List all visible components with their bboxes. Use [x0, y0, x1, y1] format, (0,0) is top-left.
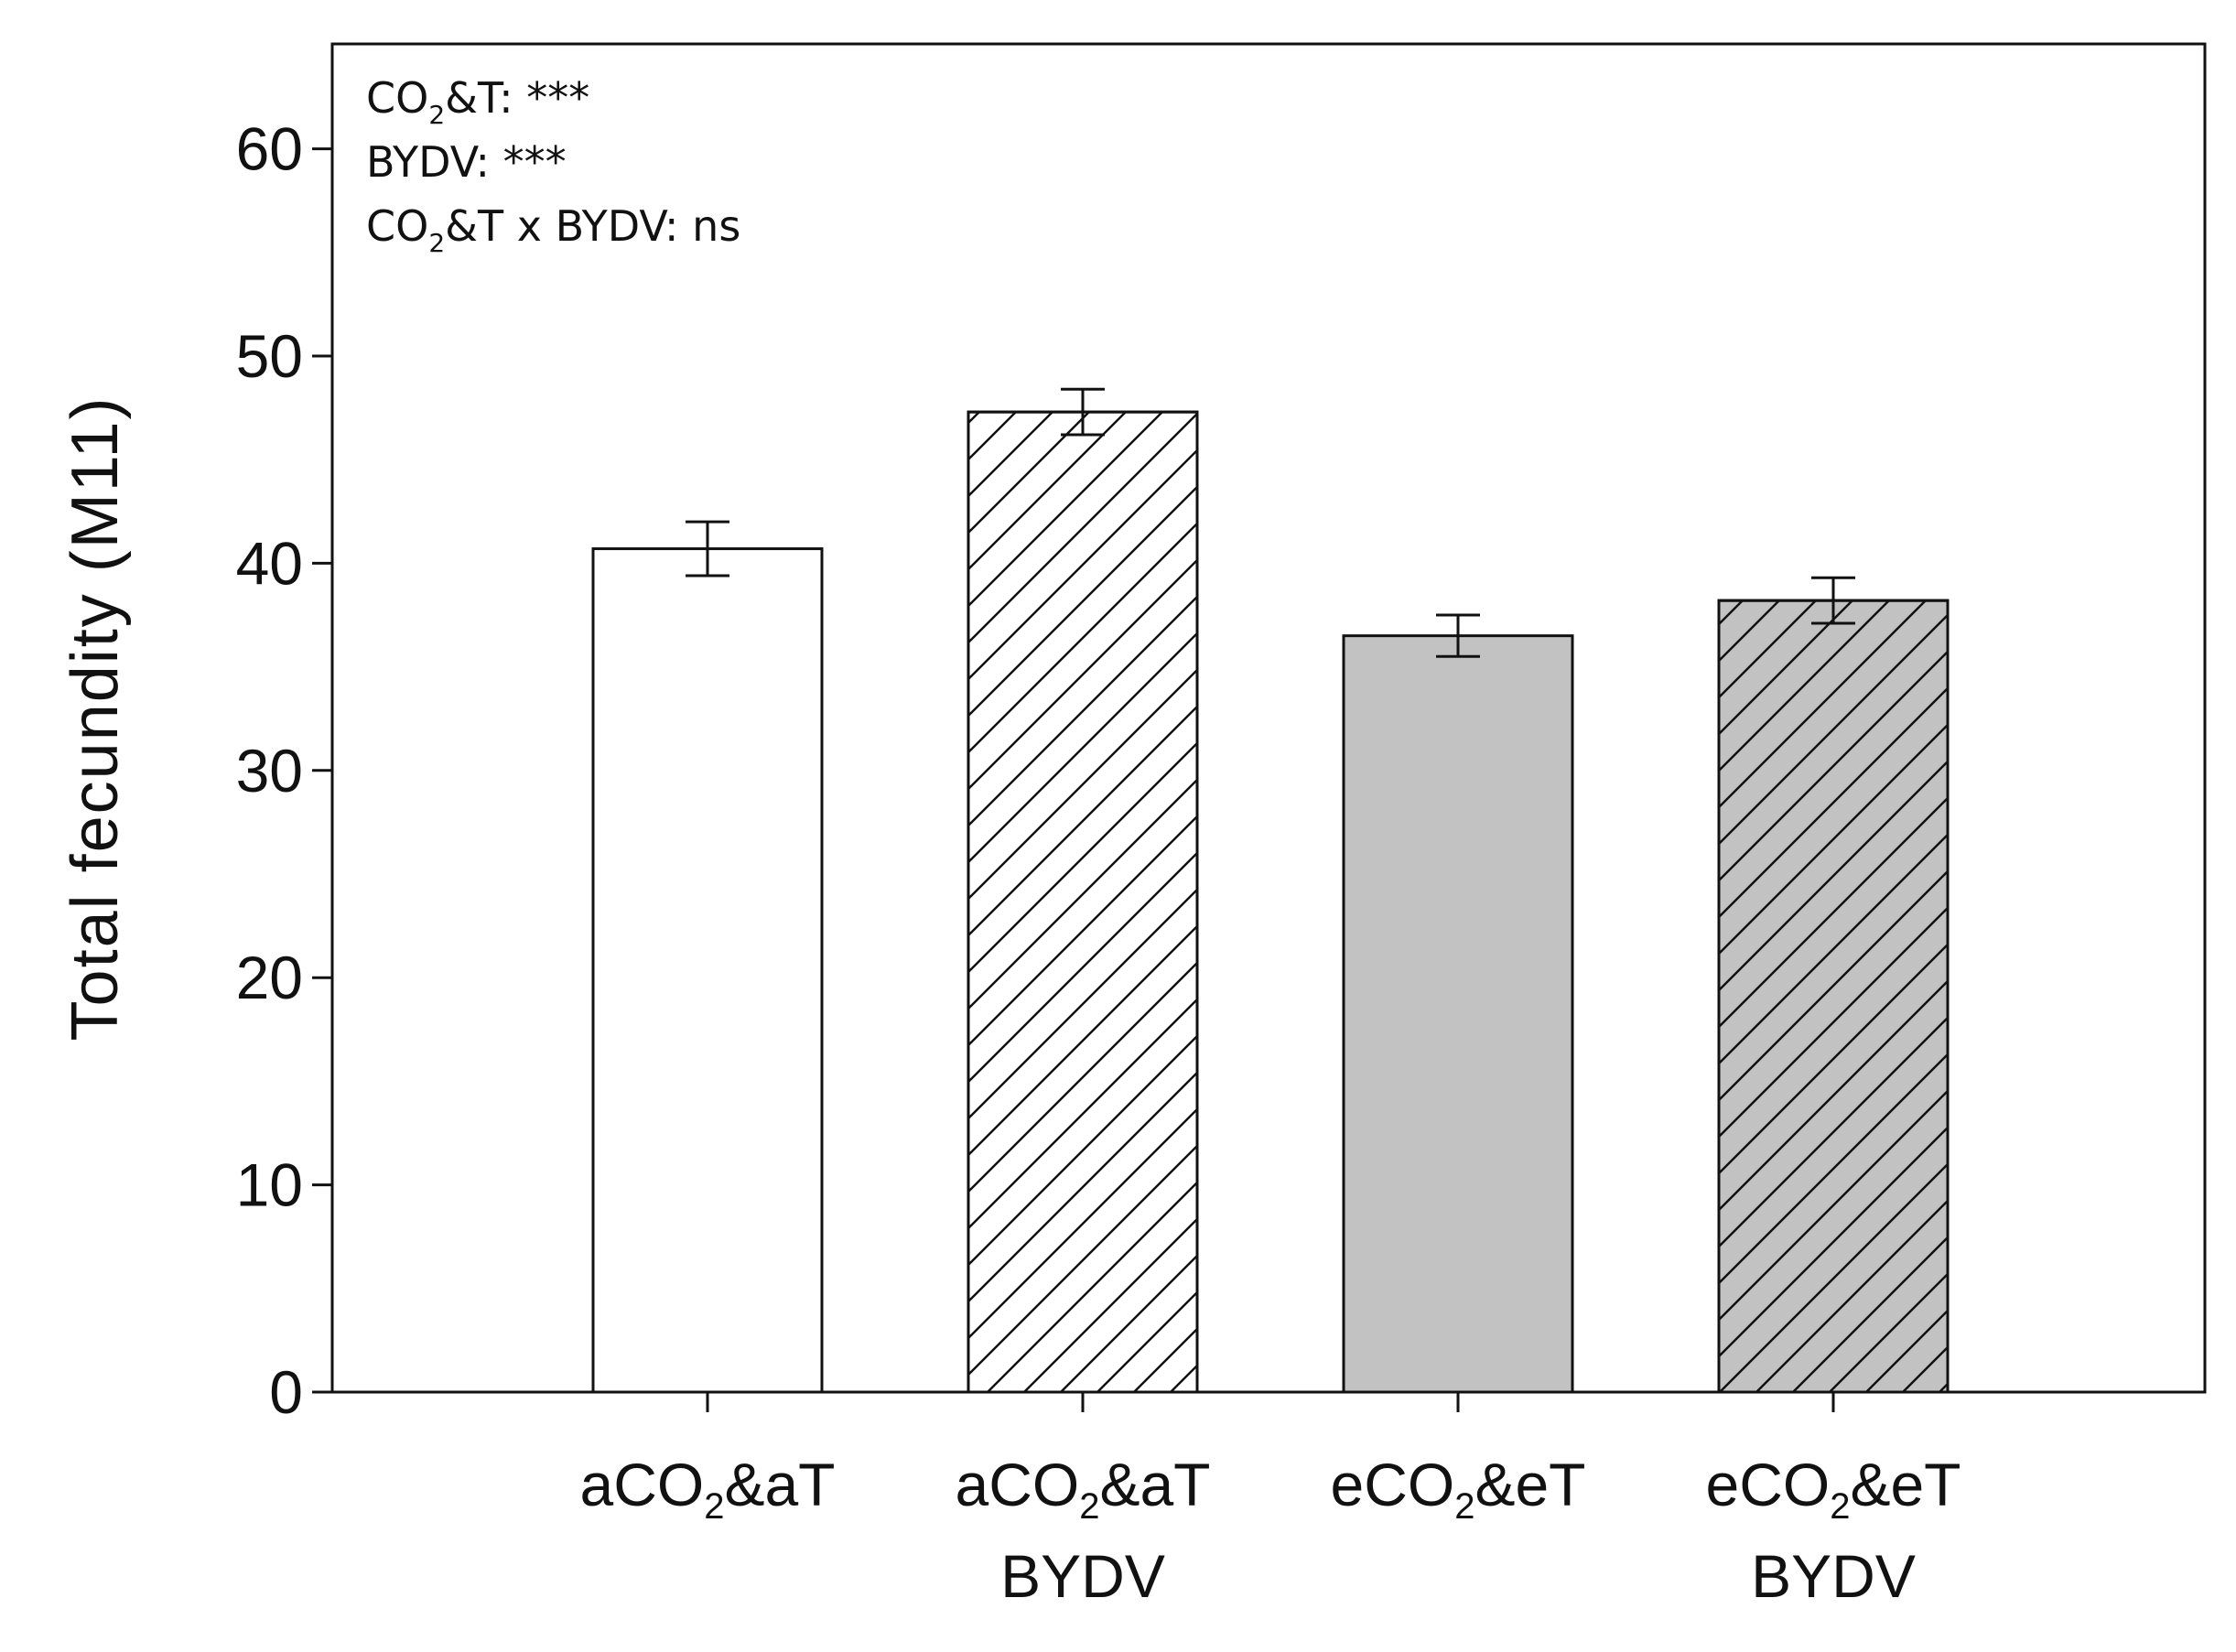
x-tick-label-line2: BYDV: [1751, 1542, 1916, 1610]
y-tick-label: 20: [236, 944, 303, 1011]
annotation-co2t: CO2&T: ***: [366, 73, 589, 130]
annotation-bydv: BYDV: ***: [366, 137, 567, 187]
y-tick-label: 0: [269, 1358, 303, 1426]
bar: [1342, 634, 1574, 1394]
x-tick-label: aCO2&aT: [955, 1451, 1210, 1527]
x-tick-label-subscript: 2: [1079, 1486, 1099, 1527]
plot-frame: [330, 42, 2207, 1394]
bar-hatch: [1717, 599, 1950, 1394]
x-tick-label-part: aCO: [579, 1451, 704, 1518]
y-tick-label: 10: [236, 1151, 303, 1219]
x-tick-label-part: &eT: [1850, 1451, 1961, 1518]
x-tick-label-part: &aT: [724, 1451, 835, 1518]
y-tick-label: 50: [236, 322, 303, 390]
x-tick-label-line2: BYDV: [1000, 1542, 1165, 1610]
x-tick-label-subscript: 2: [1830, 1486, 1850, 1527]
x-tick-label: eCO2&eT: [1330, 1451, 1585, 1527]
x-tick-label-subscript: 2: [704, 1486, 724, 1527]
x-tick-label-part: eCO: [1330, 1451, 1454, 1518]
x-tick-label-part: &aT: [1099, 1451, 1210, 1518]
y-tick-label: 40: [236, 529, 303, 597]
x-tick-label: aCO2&aT: [579, 1451, 835, 1527]
x-tick-label-part: eCO: [1705, 1451, 1830, 1518]
stats-annotations: CO2&T: *** BYDV: *** CO2&T x BYDV: ns: [366, 73, 740, 258]
annotation-interaction: CO2&T x BYDV: ns: [366, 201, 740, 258]
x-tick-label-subscript: 2: [1454, 1486, 1474, 1527]
bar: [591, 547, 824, 1394]
y-tick-label: 30: [236, 737, 303, 804]
bar-hatch: [967, 410, 1199, 1394]
x-tick-label-part: &eT: [1474, 1451, 1585, 1518]
bars-group: [591, 387, 1950, 1394]
x-tick-label-part: aCO: [955, 1451, 1079, 1518]
y-axis: 0 10 20 30 40 50 60: [236, 115, 332, 1426]
y-tick-label: 60: [236, 115, 303, 183]
y-axis-label: Total fecundity (M11): [59, 396, 132, 1042]
x-tick-label: eCO2&eT: [1705, 1451, 1961, 1527]
